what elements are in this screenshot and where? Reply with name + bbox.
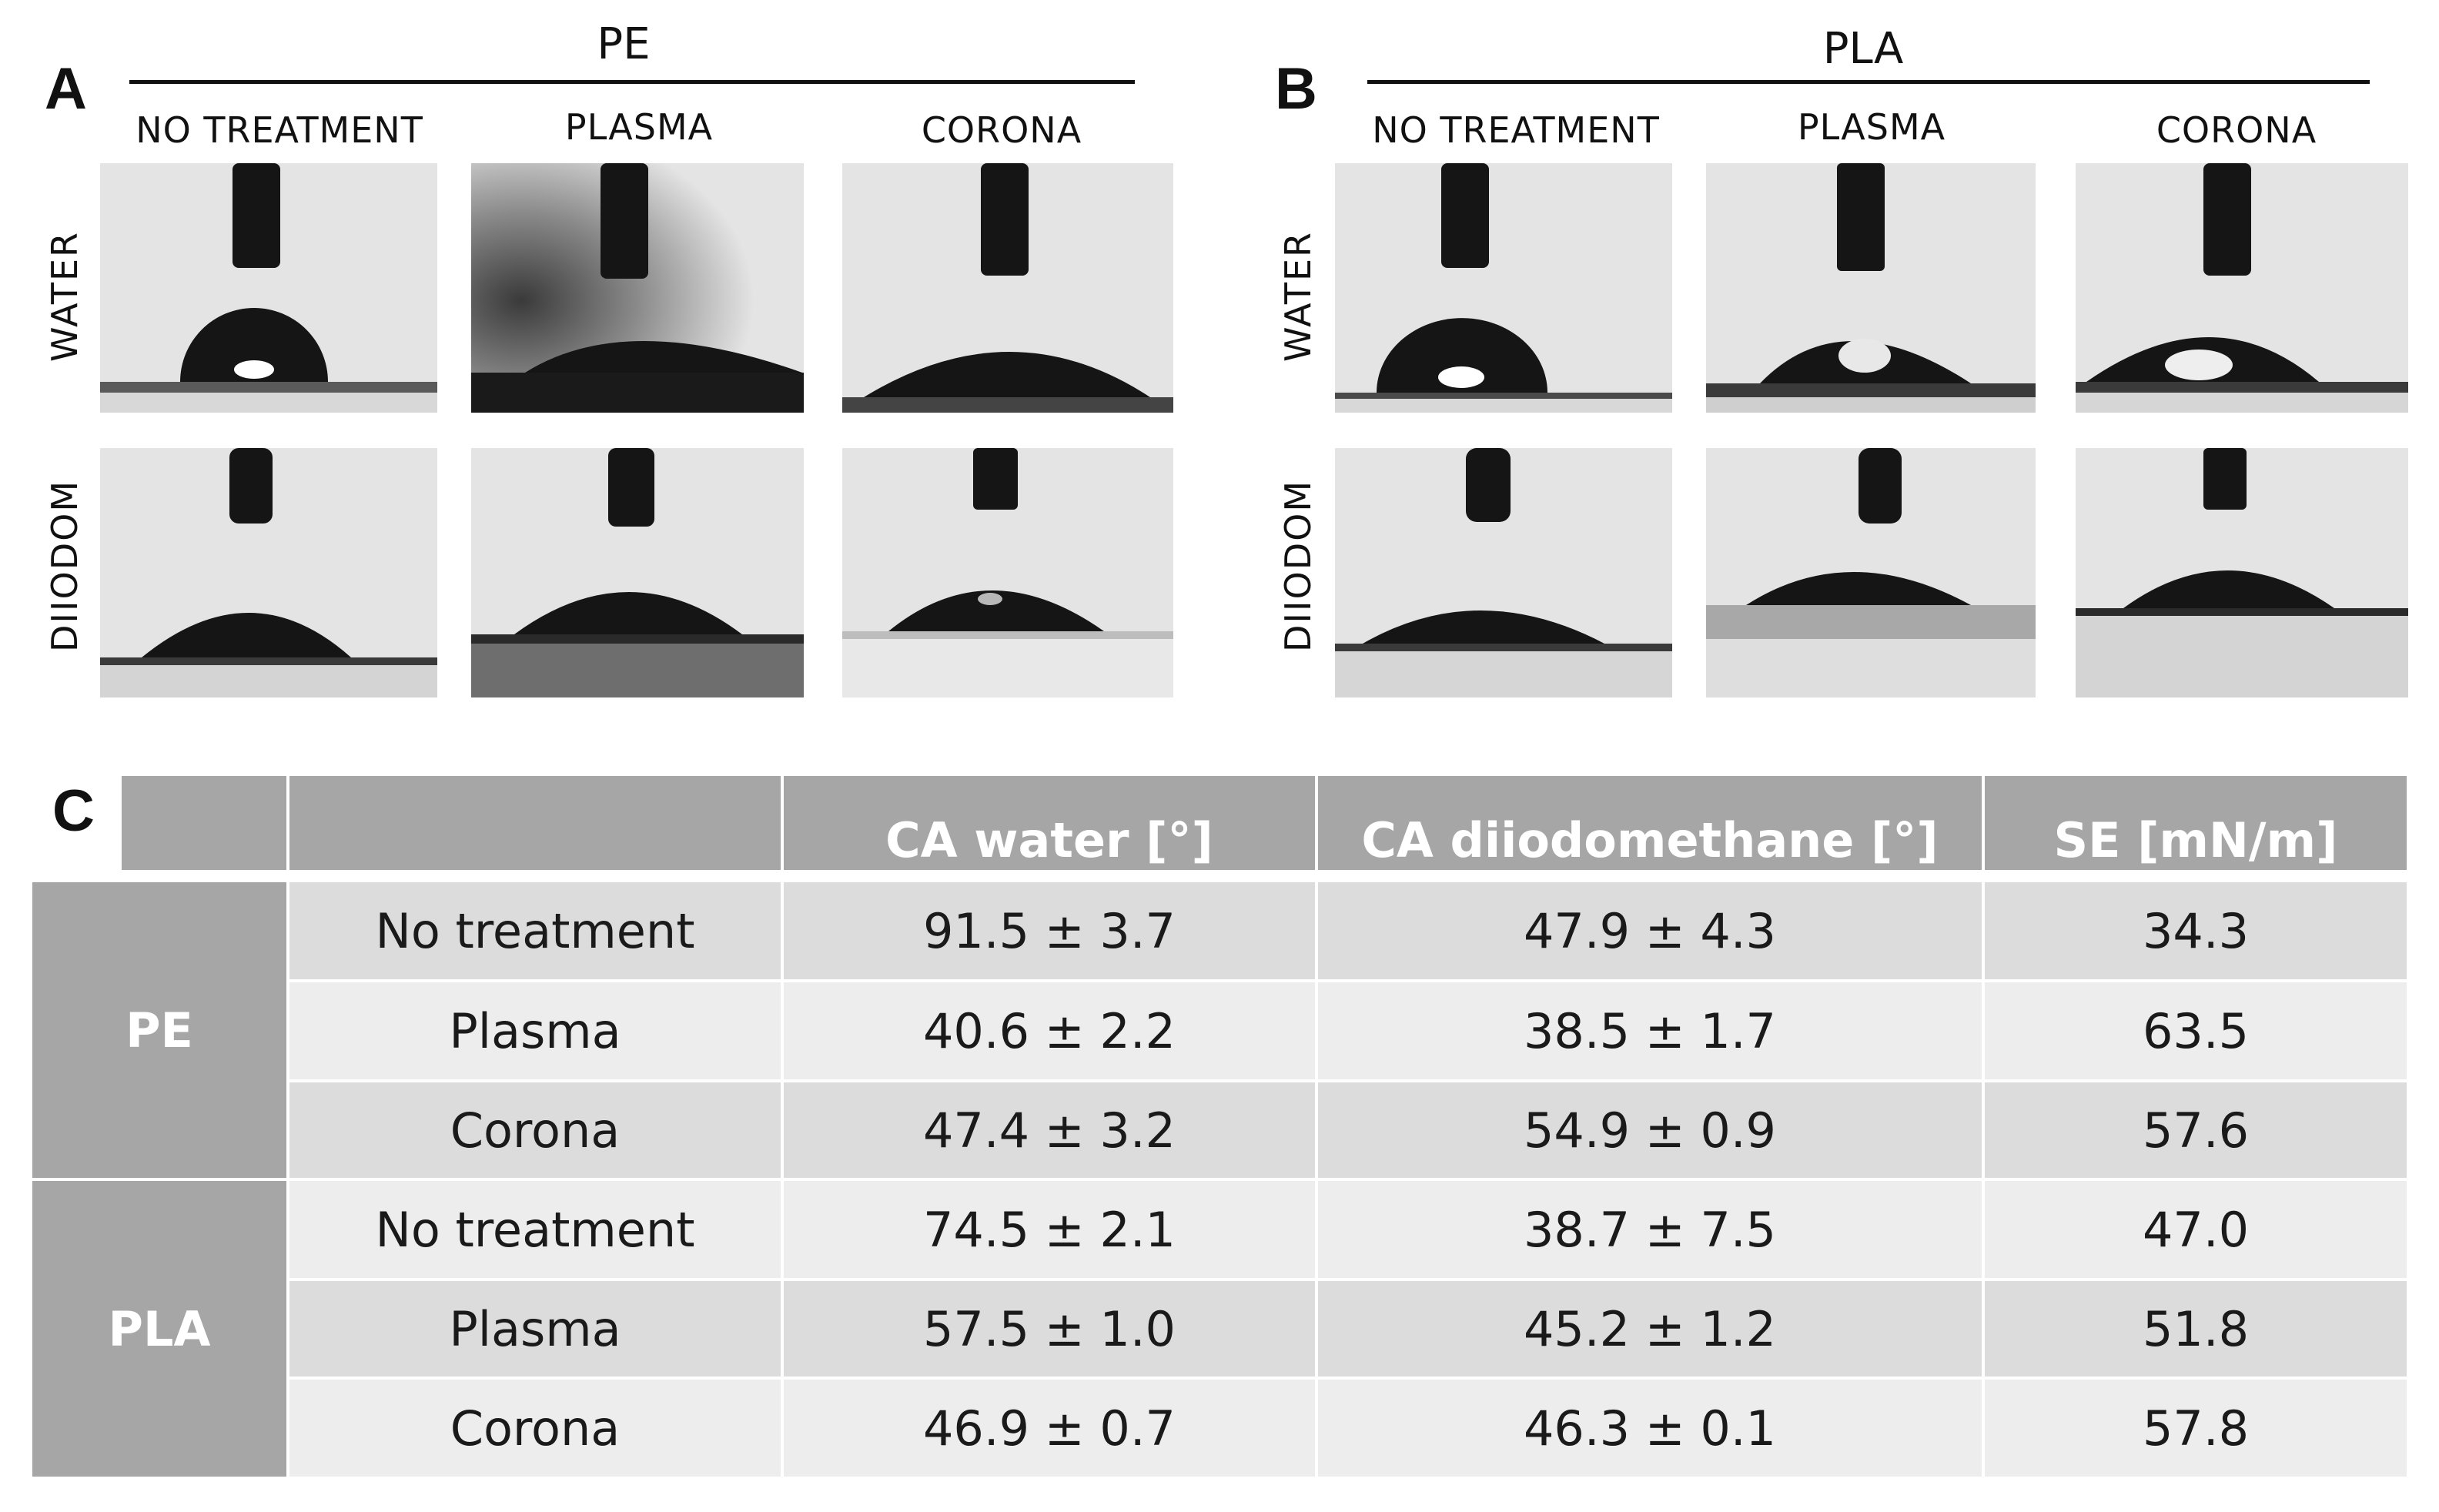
pla-water-plasma-photo [1706,163,2036,413]
panel-a-col-label-plasma: PLASMA [564,106,714,148]
pe-water-plasma-photo [471,163,804,413]
table-cell-ca-water: 46.9 ± 0.7 [784,1380,1315,1477]
panel-b-row-label-diiodom: DIIODOM [1277,479,1319,653]
panel-b-col-label-corona: CORONA [2156,109,2317,151]
table-cell-ca-diiodomethane: 46.3 ± 0.1 [1318,1380,1982,1477]
panel-a-group-line [129,80,1135,84]
pe-diiodo-no-treatment-photo [100,448,437,697]
table-header-blank-2 [289,776,781,870]
panel-a-group-title: PE [597,19,651,69]
table-cell-se: 51.8 [1985,1281,2407,1377]
table-cell-treatment: Plasma [289,982,781,1079]
panel-c-letter: C [52,778,95,844]
table-cell-ca-water: 40.6 ± 2.2 [784,982,1315,1079]
panel-b-row-label-water: WATER [1277,231,1319,362]
table-header-blank-1 [122,776,286,870]
pe-diiodo-plasma-photo [471,448,804,697]
panel-b-group-title: PLA [1822,24,1904,74]
table-cell-ca-diiodomethane: 45.2 ± 1.2 [1318,1281,1982,1377]
pla-diiodo-no-treatment-photo [1335,448,1672,697]
table-header-se: SE [mN/m] [1985,776,2407,870]
table-cell-ca-diiodomethane: 38.7 ± 7.5 [1318,1181,1982,1278]
table-cell-ca-water: 91.5 ± 3.7 [784,882,1315,979]
pla-diiodo-corona-photo [2076,448,2408,697]
table-cell-ca-water: 57.5 ± 1.0 [784,1281,1315,1377]
table-group-pla: PLA [32,1181,286,1477]
table-cell-ca-water: 74.5 ± 2.1 [784,1181,1315,1278]
table-cell-se: 57.6 [1985,1082,2407,1178]
panel-a-row-label-diiodom: DIIODOM [44,479,85,653]
table-cell-treatment: No treatment [289,882,781,979]
panel-b-col-label-plasma: PLASMA [1797,106,1946,148]
table-cell-ca-diiodomethane: 47.9 ± 4.3 [1318,882,1982,979]
panel-a-col-label-corona: CORONA [921,109,1082,151]
table-cell-ca-diiodomethane: 54.9 ± 0.9 [1318,1082,1982,1178]
table-group-pe: PE [32,882,286,1178]
table-cell-treatment: Corona [289,1380,781,1477]
pla-water-no-treatment-photo [1335,163,1672,413]
panel-b-letter: B [1275,56,1317,122]
table-header-ca-diiodomethane: CA diiodomethane [°] [1318,776,1982,870]
table-cell-ca-water: 47.4 ± 3.2 [784,1082,1315,1178]
panel-b-group-line [1367,80,2370,84]
table-cell-se: 63.5 [1985,982,2407,1079]
panel-b-col-label-no-treatment: NO TREATMENT [1372,109,1660,151]
table-cell-ca-diiodomethane: 38.5 ± 1.7 [1318,982,1982,1079]
pe-water-corona-photo [842,163,1173,413]
table-header-ca-water: CA water [°] [784,776,1315,870]
pla-water-corona-photo [2076,163,2408,413]
table-cell-se: 57.8 [1985,1380,2407,1477]
table-cell-treatment: No treatment [289,1181,781,1278]
table-cell-se: 47.0 [1985,1181,2407,1278]
table-cell-se: 34.3 [1985,882,2407,979]
panel-a-letter: A [45,56,87,122]
pe-diiodo-corona-photo [842,448,1173,697]
table-cell-treatment: Plasma [289,1281,781,1377]
pe-water-no-treatment-photo [100,163,437,413]
table-cell-treatment: Corona [289,1082,781,1178]
panel-a-col-label-no-treatment: NO TREATMENT [136,109,423,151]
pla-diiodo-plasma-photo [1706,448,2036,697]
panel-a-row-label-water: WATER [44,231,85,362]
